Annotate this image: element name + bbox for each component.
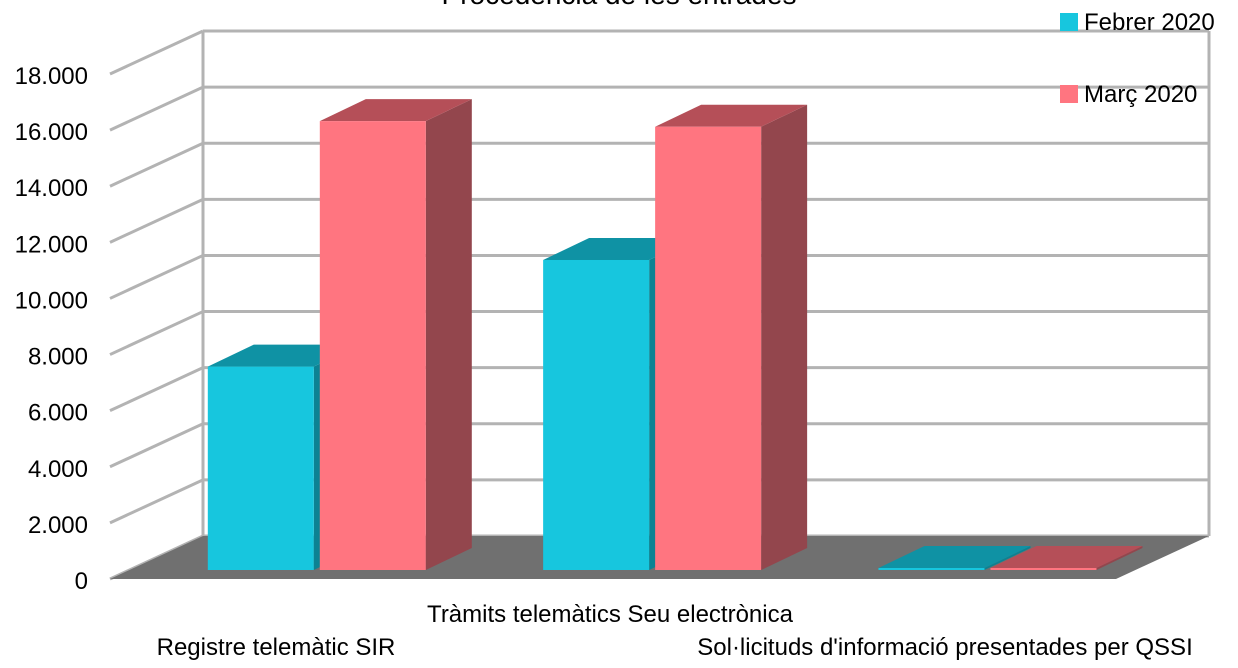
bar-top-face [878,546,1031,568]
gridline-side [109,197,204,244]
bar-side-face [984,546,1031,570]
gridline-side [109,141,204,188]
x-category-label: Tràmits telemàtics Seu electrònica [427,601,794,628]
bar-front-face [878,568,985,570]
legend: Febrer 2020 Març 2020 [1060,9,1215,108]
chart-title: Procedència de les entrades [442,0,797,10]
x-axis-labels: Registre telemàtic SIR Tràmits telemàtics… [157,601,1193,661]
legend-swatch [1060,13,1078,31]
bar-front-face [543,259,650,570]
legend-item: Febrer 2020 [1060,9,1215,36]
bar-top-face [319,99,472,122]
bar-front-face [655,126,762,570]
bar-side-face [425,99,472,570]
gridline-side [109,254,204,300]
gridline-side [109,310,204,356]
y-tick-label: 12.000 [15,231,88,258]
y-tick-label: 2.000 [28,512,88,539]
y-tick-label: 8.000 [28,344,88,371]
gridline-side [109,85,204,132]
bar-top-face [990,546,1143,568]
y-axis-ticks: 0 2.000 4.000 6.000 8.000 10.000 12.000 14.000 1… [15,63,88,595]
bar-front-face [207,366,314,570]
legend-label: Març 2020 [1084,81,1197,108]
gridline-side [109,478,204,525]
bar-marc-0 [319,99,472,570]
gridline-side [109,422,204,469]
bar-febrer-2 [878,546,1031,570]
legend-swatch [1060,85,1078,103]
gridline-side [109,366,204,413]
x-category-label: Sol·licituds d'informació presentades pe… [697,634,1192,661]
bar-marc-2 [990,546,1143,570]
gridline-side [109,29,204,76]
bar-side-face [761,104,808,570]
y-tick-label: 6.000 [28,400,88,427]
y-tick-label: 10.000 [15,287,88,314]
legend-item: Març 2020 [1060,81,1197,108]
x-category-label: Registre telemàtic SIR [157,634,396,661]
bar-top-face [655,104,808,127]
bar-front-face [990,568,1097,570]
y-tick-label: 14.000 [15,175,88,202]
bar-front-face [319,121,426,570]
bar-marc-1 [655,104,808,570]
legend-label: Febrer 2020 [1084,9,1215,36]
y-tick-label: 0 [75,568,88,595]
bars [207,99,1143,570]
y-tick-label: 16.000 [15,119,88,146]
bar-side-face [1096,546,1143,570]
y-tick-label: 4.000 [28,456,88,483]
y-tick-label: 18.000 [15,63,88,90]
